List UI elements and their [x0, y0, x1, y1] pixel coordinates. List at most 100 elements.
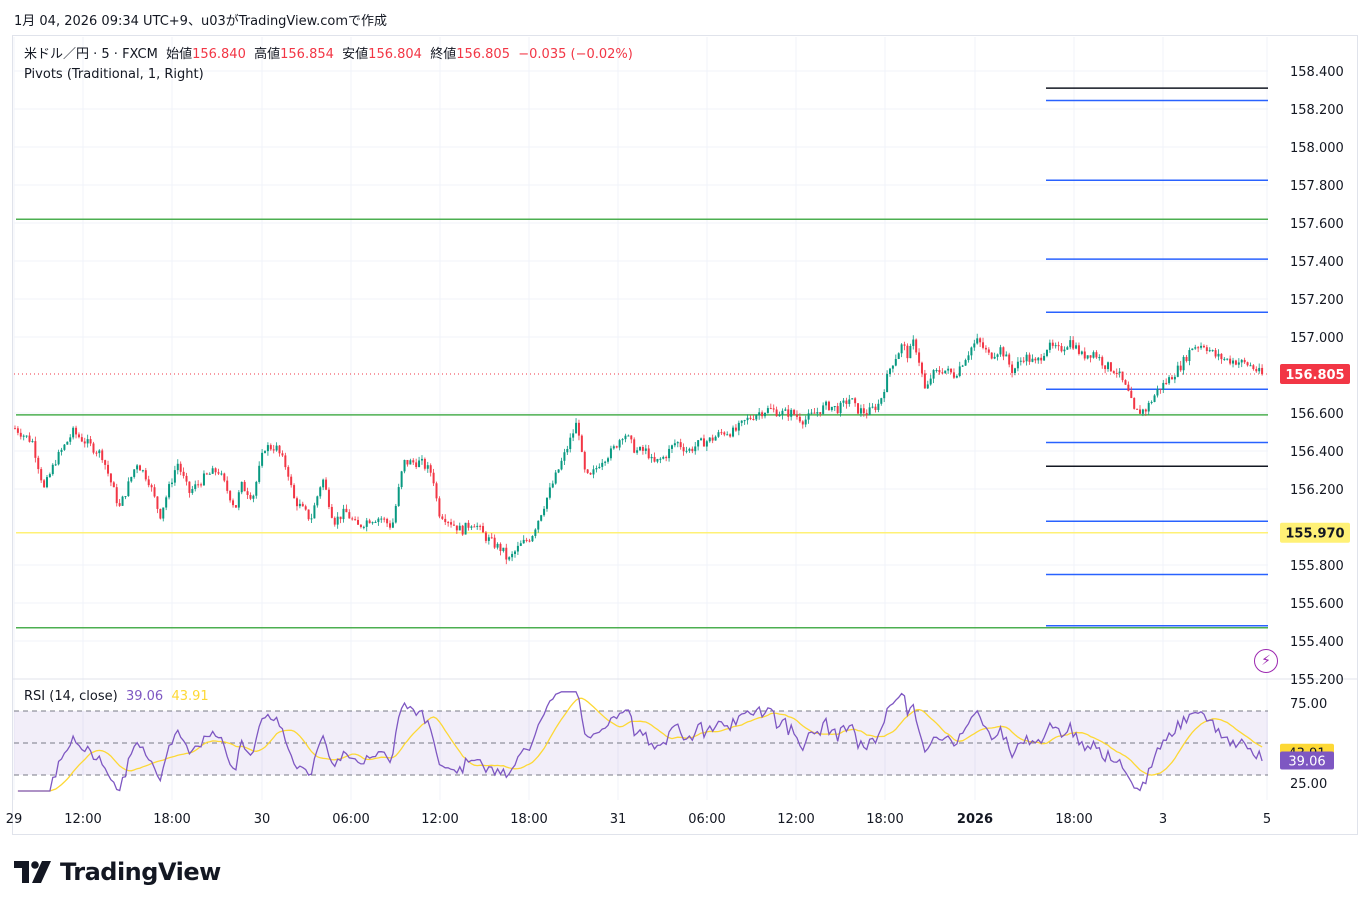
candle-body — [365, 520, 368, 527]
candle-body — [935, 370, 938, 372]
candle-body — [941, 372, 944, 374]
candle-body — [1136, 408, 1139, 410]
price-tick-label: 156.400 — [1290, 445, 1344, 460]
candle-body — [598, 466, 601, 469]
symbol-label[interactable]: 米ドル／円 · 5 · FXCM — [24, 47, 158, 62]
candle-body — [127, 481, 130, 497]
candle-body — [758, 412, 761, 416]
candle-body — [694, 446, 697, 452]
candle-body — [101, 450, 104, 461]
candle-body — [69, 437, 72, 442]
candle-body — [993, 356, 996, 359]
pivots-indicator-label[interactable]: Pivots (Traditional, 1, Right) — [24, 67, 204, 82]
candle-body — [397, 487, 400, 506]
candle-body — [319, 487, 322, 497]
candle-body — [1133, 398, 1136, 409]
candle-body — [156, 496, 159, 509]
candle-body — [118, 503, 121, 506]
open-label: 始値 — [166, 47, 193, 62]
candle-body — [580, 435, 583, 452]
candle-body — [630, 435, 633, 440]
candle-body — [502, 547, 505, 552]
candle-body — [16, 428, 19, 433]
price-tick-label: 155.800 — [1290, 559, 1344, 574]
candle-body — [1072, 340, 1075, 349]
price-tick-label: 157.600 — [1290, 217, 1344, 232]
candle-body — [1101, 357, 1104, 366]
candle-body — [577, 422, 580, 436]
price-tick-label: 155.600 — [1290, 597, 1344, 612]
candle-body — [470, 526, 473, 528]
candle-body — [764, 412, 766, 417]
candle-body — [1031, 358, 1034, 362]
candle-body — [272, 449, 275, 451]
candle-body — [929, 378, 932, 385]
time-tick-label: 18:00 — [1055, 812, 1092, 827]
candle-body — [557, 469, 560, 473]
candle-body — [144, 470, 147, 480]
candle-body — [136, 465, 139, 470]
candle-body — [787, 409, 790, 417]
candle-body — [333, 517, 336, 525]
price-tick-label: 156.600 — [1290, 407, 1344, 422]
candle-body — [807, 413, 810, 420]
candle-body — [511, 553, 514, 558]
candle-body — [194, 484, 197, 490]
candle-body — [185, 475, 188, 482]
candle-body — [1188, 350, 1191, 362]
candle-body — [246, 491, 249, 495]
candle-body — [63, 444, 66, 450]
change-value: −0.035 (−0.02%) — [518, 47, 633, 62]
candle-body — [624, 435, 627, 440]
candle-body — [1179, 365, 1182, 371]
candle-body — [868, 407, 871, 415]
candle-body — [784, 409, 787, 411]
candle-body — [592, 469, 595, 475]
candle-body — [1168, 377, 1171, 384]
price-tick-label: 158.200 — [1290, 103, 1344, 118]
candle-body — [1226, 358, 1229, 360]
candle-body — [380, 518, 383, 520]
candle-body — [781, 410, 784, 415]
price-tick-label: 157.000 — [1290, 331, 1344, 346]
candle-body — [1232, 360, 1235, 364]
candle-body — [188, 481, 191, 493]
candle-body — [1202, 345, 1205, 348]
candle-body — [1095, 352, 1098, 358]
candle-body — [548, 487, 551, 498]
pivot-lines — [14, 87, 1268, 629]
candle-body — [1156, 389, 1159, 396]
candle-body — [14, 428, 16, 430]
candle-body — [618, 440, 621, 448]
candle-body — [516, 545, 519, 552]
candle-body — [92, 443, 95, 453]
candle-body — [406, 459, 409, 465]
candle-body — [1057, 345, 1060, 347]
candle-body — [862, 408, 865, 414]
candle-body — [89, 439, 92, 444]
candle-body — [266, 445, 269, 452]
candle-body — [595, 468, 598, 470]
candle-body — [293, 485, 296, 499]
candle-body — [676, 442, 679, 444]
candle-body — [1037, 357, 1040, 361]
candle-body — [915, 339, 918, 353]
candle-body — [938, 370, 941, 373]
candle-body — [249, 494, 252, 499]
candle-body — [766, 408, 769, 413]
candle-body — [170, 482, 173, 485]
candle-body — [897, 353, 900, 360]
candle-body — [996, 354, 999, 357]
candle-body — [955, 375, 958, 378]
candle-body — [371, 522, 374, 524]
candle-body — [525, 539, 528, 541]
lightning-icon[interactable]: ⚡ — [1254, 649, 1278, 673]
candle-body — [441, 516, 444, 519]
candle-body — [790, 409, 793, 417]
rsi-indicator-label[interactable]: RSI (14, close) — [24, 689, 118, 704]
candle-body — [351, 518, 354, 520]
candle-body — [1130, 390, 1133, 399]
candle-body — [461, 525, 464, 535]
